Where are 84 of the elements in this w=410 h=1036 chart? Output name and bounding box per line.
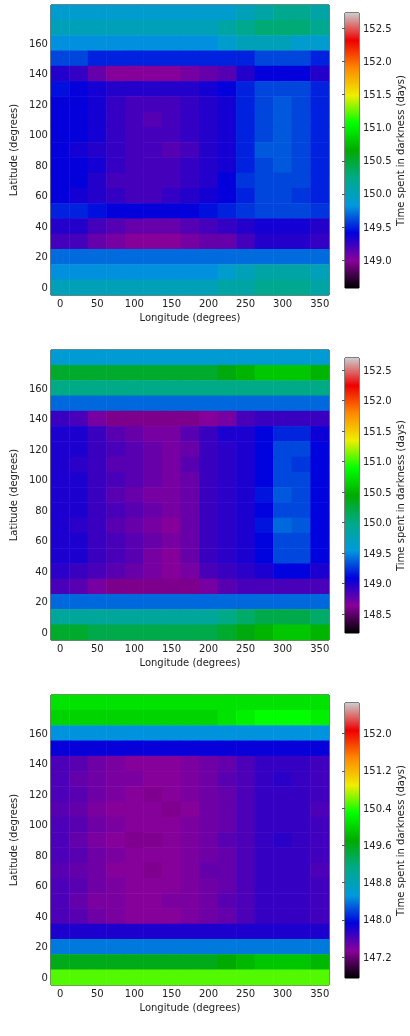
color-bar-label: 151.5 — [363, 425, 392, 437]
y-tick-label: 100 — [28, 129, 48, 141]
x-tick-label: 50 — [90, 642, 104, 654]
x-tick-label: 100 — [124, 987, 144, 999]
color-bar-label: 147.2 — [363, 951, 392, 963]
color-bar-label: 150.0 — [363, 188, 392, 200]
color-bar-title: Time spent in darkness (days) — [395, 74, 407, 227]
y-tick-label: 20 — [35, 251, 48, 263]
x-tick-label: 300 — [273, 987, 293, 999]
y-tick-label: 120 — [28, 443, 48, 455]
color-bar-label: 149.6 — [363, 839, 392, 851]
y-tick-label: 40 — [35, 910, 48, 922]
y-tick-label: 40 — [35, 220, 48, 232]
y-tick-label: 0 — [41, 281, 48, 293]
y-tick-label: 60 — [35, 535, 48, 547]
y-tick-label: 160 — [28, 727, 48, 739]
color-bar-label: 152.0 — [363, 55, 392, 67]
color-bar-label: 150.0 — [363, 517, 392, 529]
x-tick-label: 350 — [310, 642, 330, 654]
y-axis-title: Latitude (degrees) — [7, 103, 19, 197]
color-bar-title: Time spent in darkness (days) — [395, 764, 407, 917]
x-tick-label: 150 — [161, 987, 182, 999]
y-tick-label: 160 — [28, 37, 48, 49]
y-tick-label: 80 — [35, 504, 48, 516]
y-tick-label: 80 — [35, 849, 48, 861]
y-tick-label: 140 — [28, 758, 48, 770]
y-tick-label: 60 — [35, 190, 48, 202]
color-bar-label: 152.0 — [363, 395, 392, 407]
color-bar-label: 148.8 — [363, 877, 392, 889]
color-bar-label: 151.2 — [363, 765, 392, 777]
color-bar-label: 150.4 — [363, 802, 392, 814]
y-tick-label: 140 — [28, 68, 48, 80]
color-bar-label: 149.0 — [363, 578, 392, 590]
color-bar-label: 149.0 — [363, 254, 392, 266]
color-bar-label: 151.5 — [363, 89, 392, 101]
color-bar-label: 151.0 — [363, 122, 392, 134]
color-bar-label: 151.0 — [363, 456, 392, 468]
x-tick-label: 50 — [90, 297, 104, 309]
y-tick-label: 0 — [41, 626, 48, 638]
x-tick-label: 300 — [273, 297, 293, 309]
x-tick-label: 300 — [273, 642, 293, 654]
y-tick-label: 120 — [28, 788, 48, 800]
y-tick-label: 100 — [28, 819, 48, 831]
x-tick-label: 200 — [198, 987, 219, 999]
x-tick-label: 200 — [198, 642, 219, 654]
y-tick-label: 80 — [35, 159, 48, 171]
y-tick-label: 140 — [28, 413, 48, 425]
x-tick-label: 250 — [236, 642, 256, 654]
x-tick-label: 100 — [124, 297, 144, 309]
y-tick-label: 100 — [28, 474, 48, 486]
x-axis-title: Longitude (degrees) — [139, 1002, 241, 1014]
color-bar-label: 152.5 — [363, 364, 392, 376]
color-bar-label: 148.0 — [363, 914, 392, 926]
x-tick-label: 0 — [57, 987, 64, 999]
color-bar-label: 148.5 — [363, 608, 392, 620]
color-bar-label: 152.0 — [363, 728, 392, 740]
y-tick-label: 40 — [35, 565, 48, 577]
x-tick-label: 0 — [57, 642, 64, 654]
x-tick-label: 0 — [57, 297, 64, 309]
y-tick-label: 160 — [28, 382, 48, 394]
x-tick-label: 250 — [236, 987, 256, 999]
x-tick-label: 350 — [310, 297, 330, 309]
x-tick-label: 350 — [310, 987, 330, 999]
x-tick-label: 50 — [90, 987, 104, 999]
y-tick-label: 60 — [35, 880, 48, 892]
color-bar-label: 149.5 — [363, 547, 392, 559]
y-tick-label: 20 — [35, 941, 48, 953]
color-bar-title: Time spent in darkness (days) — [395, 419, 407, 572]
y-axis-title: Latitude (degrees) — [7, 448, 19, 542]
x-tick-label: 200 — [198, 297, 219, 309]
y-tick-label: 120 — [28, 98, 48, 110]
x-axis-title: Longitude (degrees) — [139, 312, 241, 324]
y-axis-title: Latitude (degrees) — [7, 793, 19, 887]
y-tick-label: 0 — [41, 971, 48, 983]
y-tick-label: 20 — [35, 596, 48, 608]
x-tick-label: 100 — [124, 642, 144, 654]
x-tick-label: 150 — [161, 297, 182, 309]
color-bar-label: 150.5 — [363, 155, 392, 167]
color-bar-label: 152.5 — [363, 22, 392, 34]
color-bar-label: 150.5 — [363, 486, 392, 498]
x-tick-label: 250 — [236, 297, 256, 309]
x-tick-label: 150 — [161, 642, 182, 654]
x-axis-title: Longitude (degrees) — [139, 657, 241, 669]
color-bar-label: 149.5 — [363, 221, 392, 233]
